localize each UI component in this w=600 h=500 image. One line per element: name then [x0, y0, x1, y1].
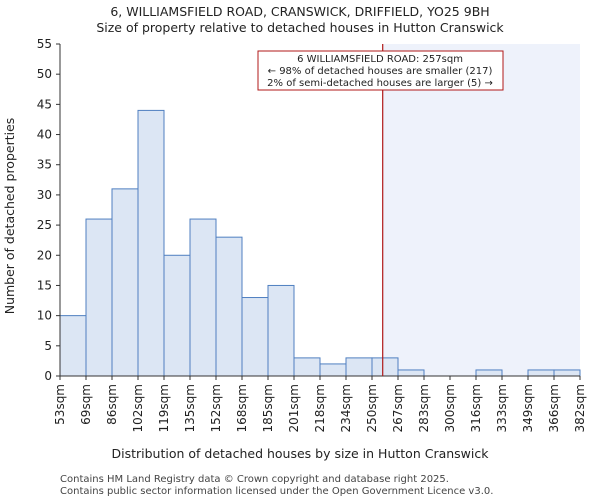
x-tick-label: 300sqm	[443, 384, 457, 432]
y-tick-label: 5	[44, 339, 52, 353]
annotation-border	[257, 50, 504, 91]
x-tick-label: 86sqm	[105, 384, 119, 425]
bar-69sqm	[85, 218, 113, 377]
x-tick-label: 267sqm	[391, 384, 405, 432]
bar-86sqm	[111, 188, 139, 377]
x-tick-label: 53sqm	[53, 384, 67, 425]
bar-366sqm	[553, 369, 581, 377]
bar-316sqm	[475, 369, 503, 377]
bar-250sqm	[371, 357, 399, 377]
x-tick-label: 69sqm	[79, 384, 93, 425]
y-tick-label: 25	[37, 218, 52, 232]
annotation-box: 6 WILLIAMSFIELD ROAD: 257sqm ← 98% of de…	[257, 50, 504, 91]
bar-152sqm	[215, 236, 243, 377]
y-tick-label: 50	[37, 67, 52, 81]
annotation-line3: 2% of semi-detached houses are larger (5…	[267, 78, 493, 89]
footer-line1: Contains HM Land Registry data © Crown c…	[60, 474, 449, 485]
x-tick-label: 333sqm	[495, 384, 509, 432]
x-axis-label: Distribution of detached houses by size …	[111, 446, 489, 461]
bar-53sqm	[59, 315, 87, 377]
bar-349sqm	[527, 369, 555, 377]
x-tick-label: 349sqm	[521, 384, 535, 432]
bar-201sqm	[293, 357, 321, 377]
y-tick-label: 20	[37, 248, 52, 262]
y-tick-label: 0	[44, 369, 52, 383]
highlight-region	[382, 44, 580, 376]
bar-168sqm	[241, 297, 269, 377]
bar-267sqm	[397, 369, 425, 377]
x-tick-label: 283sqm	[417, 384, 431, 432]
x-tick-label: 316sqm	[469, 384, 483, 432]
x-tick-label: 102sqm	[131, 384, 145, 432]
y-tick-label: 15	[37, 278, 52, 292]
x-tick-label: 218sqm	[313, 384, 327, 432]
x-tick-label: 185sqm	[261, 384, 275, 432]
x-tick-label: 119sqm	[157, 384, 171, 432]
x-tick-label: 152sqm	[209, 384, 223, 432]
x-tick-label: 135sqm	[183, 384, 197, 432]
footer-line2: Contains public sector information licen…	[60, 486, 493, 497]
x-tick-label: 168sqm	[235, 384, 249, 432]
bar-185sqm	[267, 284, 295, 377]
annotation-line2: ← 98% of detached houses are smaller (21…	[268, 66, 493, 77]
y-tick-label: 40	[37, 128, 52, 142]
x-tick-label: 382sqm	[573, 384, 587, 432]
bar-218sqm	[319, 363, 347, 377]
x-tick-label: 250sqm	[365, 384, 379, 432]
y-tick-label: 45	[37, 97, 52, 111]
bar-102sqm	[137, 109, 165, 377]
x-tick-label: 201sqm	[287, 384, 301, 432]
x-tick-label: 366sqm	[547, 384, 561, 432]
chart-title-line2: Size of property relative to detached ho…	[96, 20, 504, 35]
y-tick-label: 30	[37, 188, 52, 202]
chart-title-line1: 6, WILLIAMSFIELD ROAD, CRANSWICK, DRIFFI…	[110, 4, 489, 19]
y-tick-label: 10	[37, 309, 52, 323]
x-tick-label: 234sqm	[339, 384, 353, 432]
annotation-line1: 6 WILLIAMSFIELD ROAD: 257sqm	[297, 54, 463, 65]
y-tick-label: 55	[37, 37, 52, 51]
bar-234sqm	[345, 357, 373, 377]
y-tick-label: 35	[37, 158, 52, 172]
y-axis-label: Number of detached properties	[2, 118, 17, 315]
bar-119sqm	[163, 254, 191, 377]
bar-135sqm	[189, 218, 217, 377]
